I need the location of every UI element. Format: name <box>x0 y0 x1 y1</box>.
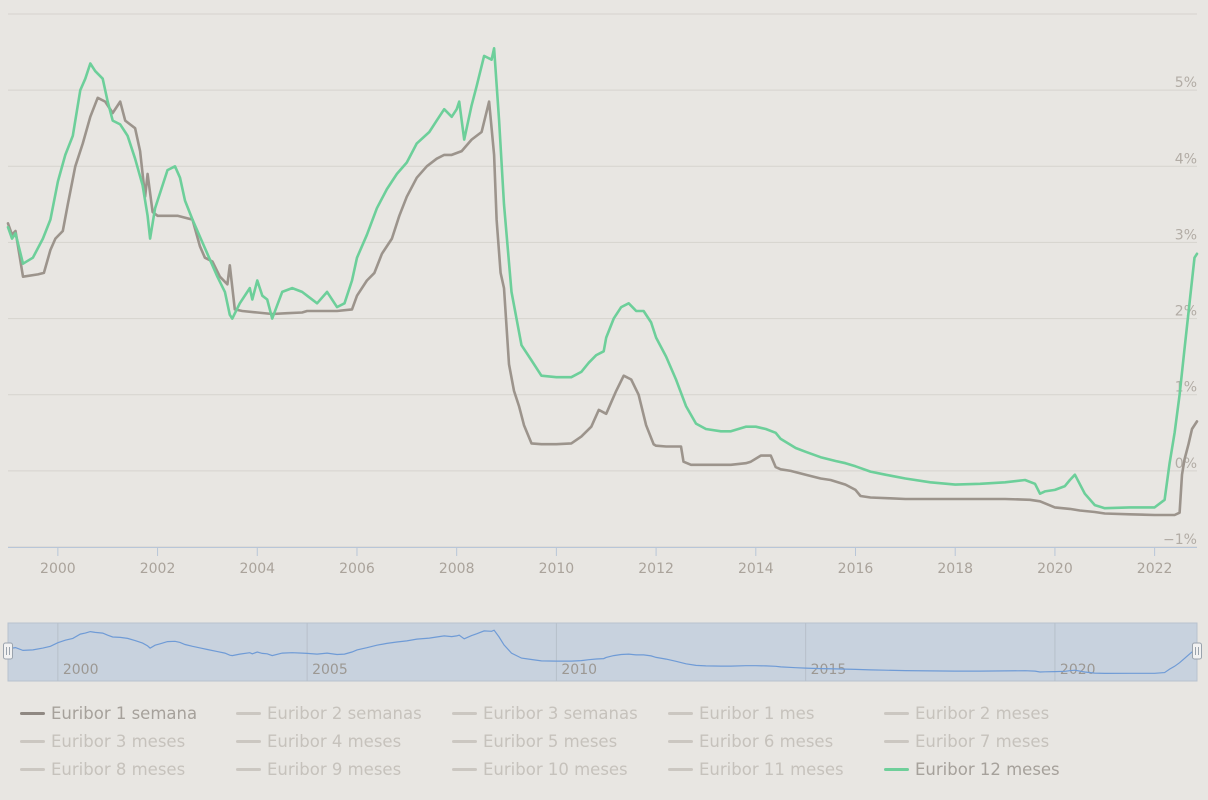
navigator-tick-label: 2000 <box>63 662 99 678</box>
legend-swatch <box>236 767 261 771</box>
legend-item[interactable]: Euribor 5 meses <box>452 730 668 752</box>
legend-item[interactable]: Euribor 11 meses <box>668 758 884 780</box>
x-tick-label: 2016 <box>838 561 874 577</box>
legend-item[interactable]: Euribor 12 meses <box>884 758 1100 780</box>
legend-label: Euribor 4 meses <box>267 731 402 751</box>
y-tick-label: 5% <box>1175 75 1197 91</box>
legend-swatch <box>20 767 45 771</box>
x-tick-label: 2008 <box>439 561 475 577</box>
legend-label: Euribor 3 semanas <box>483 703 638 723</box>
legend-swatch <box>668 711 693 715</box>
legend-label: Euribor 12 meses <box>915 759 1060 779</box>
y-tick-label: 0% <box>1175 456 1197 472</box>
series-line-euribor-12-meses[interactable] <box>6 47 1199 510</box>
legend-label: Euribor 8 meses <box>51 759 186 779</box>
x-tick-label: 2004 <box>239 561 275 577</box>
legend-swatch <box>452 767 477 771</box>
x-tick-label: 2000 <box>40 561 76 577</box>
navigator[interactable]: 2000 2005 2010 2015 2020 <box>3 622 1202 682</box>
legend-item[interactable]: Euribor 1 mes <box>668 702 884 724</box>
legend-swatch <box>668 767 693 771</box>
y-tick-label: 4% <box>1175 151 1197 167</box>
legend-label: Euribor 1 mes <box>699 703 815 723</box>
x-axis: 2000 2002 2004 2006 2008 2010 2012 2014 2016 2018… <box>8 547 1197 577</box>
legend-swatch <box>884 711 909 715</box>
legend-swatch <box>20 711 45 715</box>
legend-item[interactable]: Euribor 7 meses <box>884 730 1100 752</box>
legend-swatch <box>668 739 693 743</box>
legend-swatch <box>236 711 261 715</box>
legend-item[interactable]: Euribor 9 meses <box>236 758 452 780</box>
navigator-tick-label: 2015 <box>811 662 847 678</box>
navigator-tick-label: 2020 <box>1060 662 1096 678</box>
navigator-window[interactable] <box>7 622 1198 682</box>
legend-label: Euribor 5 meses <box>483 731 618 751</box>
legend-swatch <box>20 739 45 743</box>
x-tick-label: 2002 <box>140 561 176 577</box>
legend-label: Euribor 10 meses <box>483 759 628 779</box>
legend-label: Euribor 2 meses <box>915 703 1050 723</box>
legend-item[interactable]: Euribor 2 semanas <box>236 702 452 724</box>
y-tick-label: 2% <box>1175 304 1197 320</box>
legend-label: Euribor 6 meses <box>699 731 834 751</box>
series-layer[interactable] <box>6 47 1199 517</box>
x-tick-label: 2018 <box>937 561 973 577</box>
x-tick-label: 2006 <box>339 561 375 577</box>
legend-item[interactable]: Euribor 4 meses <box>236 730 452 752</box>
legend-item[interactable]: Euribor 6 meses <box>668 730 884 752</box>
x-tick-label: 2022 <box>1137 561 1173 577</box>
handle-body[interactable] <box>3 642 13 660</box>
legend-label: Euribor 11 meses <box>699 759 844 779</box>
navigator-tick-label: 2005 <box>312 662 348 678</box>
legend-item[interactable]: Euribor 1 semana <box>20 702 236 724</box>
legend-swatch <box>452 739 477 743</box>
legend-item[interactable]: Euribor 2 meses <box>884 702 1100 724</box>
x-tick-label: 2010 <box>539 561 575 577</box>
legend-label: Euribor 2 semanas <box>267 703 422 723</box>
navigator-handle-left[interactable] <box>3 642 13 660</box>
legend-item[interactable]: Euribor 3 semanas <box>452 702 668 724</box>
y-tick-label: 1% <box>1175 380 1197 396</box>
handle-body[interactable] <box>1192 642 1202 660</box>
legend-label: Euribor 9 meses <box>267 759 402 779</box>
legend-swatch <box>236 739 261 743</box>
navigator-tick-label: 2010 <box>561 662 597 678</box>
y-tick-label: −1% <box>1163 532 1197 548</box>
legend-label: Euribor 1 semana <box>51 703 198 723</box>
legend-label: Euribor 7 meses <box>915 731 1050 751</box>
legend-swatch <box>452 711 477 715</box>
legend-item[interactable]: Euribor 8 meses <box>20 758 236 780</box>
legend: Euribor 1 semana Euribor 2 semanas Euribor… <box>20 702 1200 780</box>
x-tick-label: 2012 <box>638 561 674 577</box>
series-line-euribor-1-semana[interactable] <box>6 96 1199 517</box>
y-tick-label: 3% <box>1175 227 1197 243</box>
legend-swatch <box>884 739 909 743</box>
legend-swatch <box>884 767 909 771</box>
navigator-series-line <box>7 629 1198 675</box>
x-tick-label: 2014 <box>738 561 774 577</box>
legend-item[interactable]: Euribor 3 meses <box>20 730 236 752</box>
grid-layer <box>8 13 1197 548</box>
legend-item[interactable]: Euribor 10 meses <box>452 758 668 780</box>
legend-label: Euribor 3 meses <box>51 731 186 751</box>
x-tick-label: 2020 <box>1037 561 1073 577</box>
navigator-handle-right[interactable] <box>1192 642 1202 660</box>
